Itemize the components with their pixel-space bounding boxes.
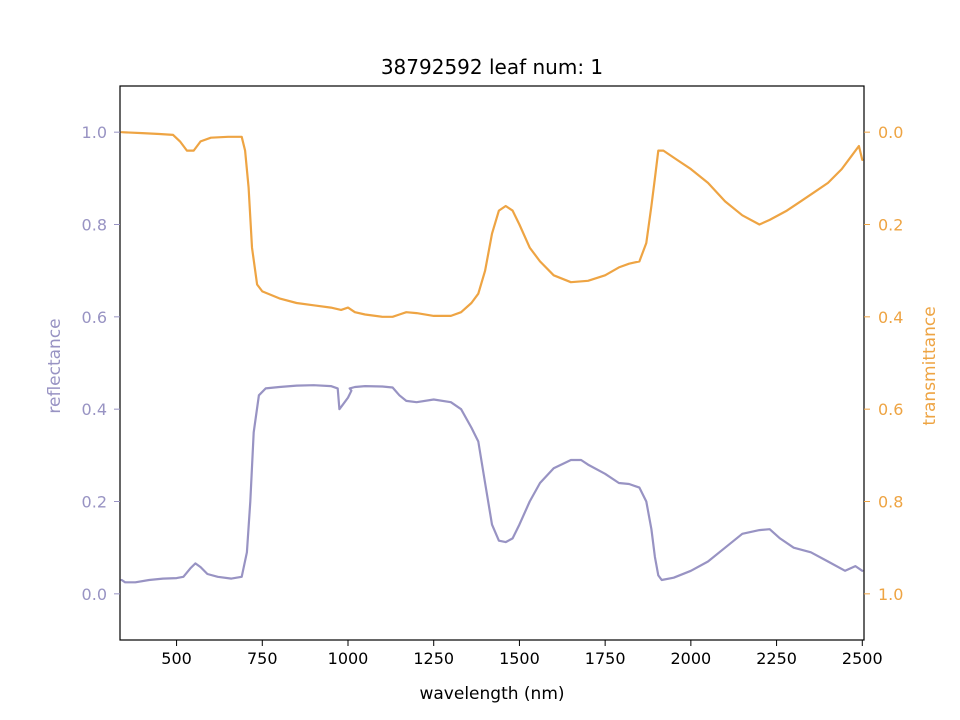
left-y-axis-label: reflectance <box>45 318 65 413</box>
x-tick-label: 500 <box>161 649 192 668</box>
left-tick-label: 1.0 <box>82 123 107 142</box>
left-y-axis: 0.0 0.2 0.4 0.6 0.8 1.0 <box>82 123 120 604</box>
left-tick-label: 0.2 <box>82 493 107 512</box>
right-tick-label: 0.4 <box>878 308 903 327</box>
right-tick-label: 1.0 <box>878 585 903 604</box>
right-tick-label: 0.0 <box>878 123 903 142</box>
x-tick-label: 2000 <box>670 649 711 668</box>
left-tick-label: 0.6 <box>82 308 107 327</box>
x-tick-label: 2250 <box>756 649 797 668</box>
right-y-axis: 0.0 0.2 0.4 0.6 0.8 1.0 <box>864 123 903 604</box>
x-tick-label: 750 <box>247 649 278 668</box>
x-tick-label: 2500 <box>842 649 883 668</box>
x-axis: 500 750 1000 1250 1500 1750 2000 2250 2500 <box>161 640 883 668</box>
chart-title: 38792592 leaf num: 1 <box>381 55 603 79</box>
left-tick-label: 0.4 <box>82 400 107 419</box>
x-tick-label: 1250 <box>413 649 454 668</box>
x-axis-label: wavelength (nm) <box>419 684 564 704</box>
left-tick-label: 0.0 <box>82 585 107 604</box>
right-tick-label: 0.2 <box>878 216 903 235</box>
right-tick-label: 0.8 <box>878 493 903 512</box>
x-tick-label: 1000 <box>328 649 369 668</box>
transmittance-series-line <box>120 131 864 318</box>
series-layer <box>120 131 864 584</box>
x-tick-label: 1750 <box>585 649 626 668</box>
right-tick-label: 0.6 <box>878 400 903 419</box>
left-tick-label: 0.8 <box>82 216 107 235</box>
right-y-axis-label: transmittance <box>920 306 940 425</box>
plot-frame <box>119 85 865 641</box>
x-tick-label: 1500 <box>499 649 540 668</box>
reflectance-series-line <box>120 384 864 584</box>
